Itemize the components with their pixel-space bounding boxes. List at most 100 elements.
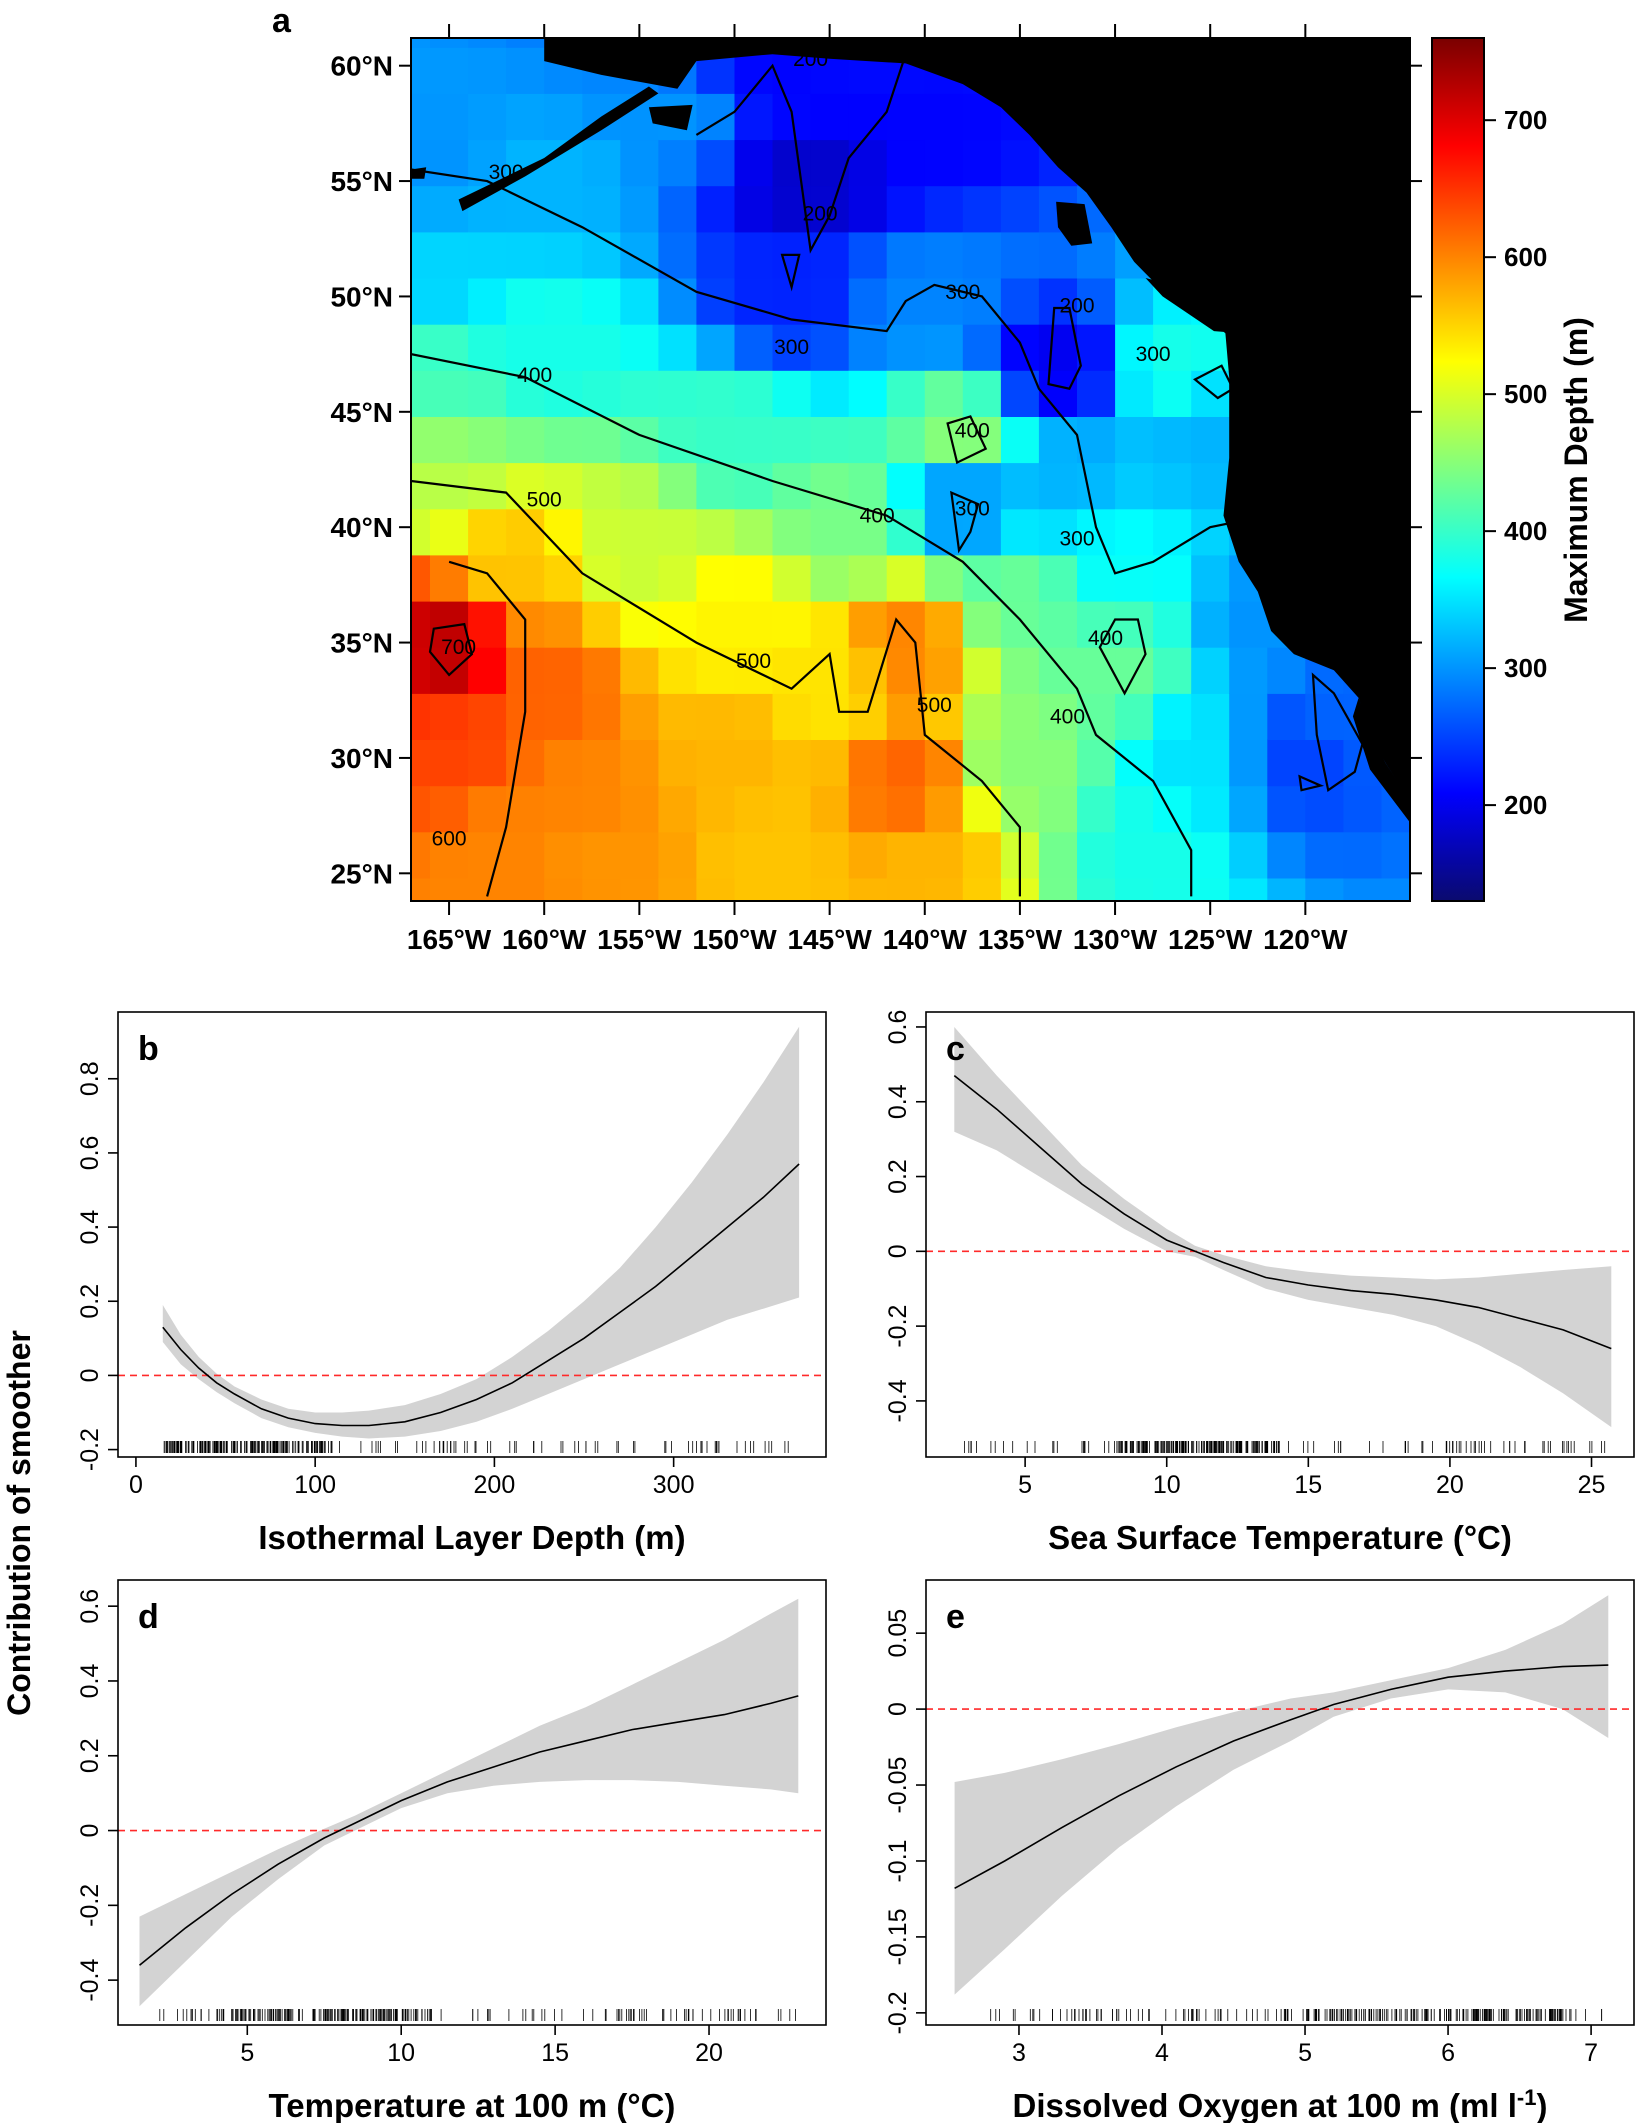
- map-cell: [886, 416, 926, 464]
- map-cell: [886, 93, 926, 141]
- map-cell: [544, 693, 583, 740]
- map-cell: [772, 139, 812, 187]
- map-cell: [582, 831, 621, 879]
- contour-label: 300: [955, 498, 990, 521]
- contour-line-400: [411, 353, 1193, 897]
- contour-closed-loop: [1047, 306, 1082, 390]
- map-cell: [886, 739, 926, 787]
- map-cell: [1305, 739, 1344, 787]
- map-cell: [962, 647, 1002, 694]
- contour-label: 300: [1059, 528, 1094, 551]
- map-cell: [1381, 877, 1410, 901]
- map-cell: [1077, 508, 1116, 556]
- map-cell: [848, 785, 888, 833]
- map-cell: [734, 601, 774, 648]
- map-cell: [544, 462, 583, 510]
- panel-a-map: a 300 300 300 300 300 300 400 400 400 400 400 500 50…: [272, 2, 1594, 955]
- map-cell: [1077, 785, 1116, 833]
- map-cell: [1115, 324, 1154, 371]
- map-cell: [924, 739, 964, 787]
- contour-closed-loop: [950, 490, 980, 554]
- map-cell: [810, 93, 850, 141]
- map-cell: [1153, 324, 1192, 371]
- map-cell: [810, 877, 850, 901]
- map-cell: [1267, 877, 1306, 901]
- map-cell: [696, 739, 736, 787]
- contour-line-600: [448, 560, 527, 897]
- colorbar-title: Maximum Depth (m): [1558, 317, 1594, 623]
- map-cell: [848, 831, 888, 879]
- map-cell: [962, 739, 1002, 787]
- map-cell: [1038, 739, 1078, 787]
- panel-d-temperature-100m: d 5 10 15 20 -0.4 -0.2 0 0.2 0.4 0.6 Temperature at…: [76, 1579, 827, 2123]
- map-cell: [620, 693, 659, 740]
- map-cell: [810, 831, 850, 879]
- map-cell: [468, 877, 507, 901]
- map-y-tick-label: 55°N: [330, 166, 393, 197]
- map-cell: [886, 139, 926, 187]
- map-cell: [544, 93, 583, 141]
- map-cell: [411, 231, 431, 279]
- map-cell: [411, 831, 431, 879]
- contour-label: 400: [955, 419, 990, 442]
- smoother-line: [953, 1074, 1612, 1350]
- map-cell: [582, 601, 621, 648]
- map-cell: [468, 647, 507, 694]
- map-cell: [468, 462, 507, 510]
- map-cell: [810, 693, 850, 740]
- map-cell: [962, 831, 1002, 879]
- map-cell: [1038, 647, 1078, 694]
- map-cell: [1115, 739, 1154, 787]
- map-cell: [468, 278, 507, 325]
- map-cell: [506, 416, 545, 464]
- map-cell: [1038, 554, 1078, 602]
- map-cell: [1153, 647, 1192, 694]
- map-cell: [696, 231, 736, 279]
- map-cell: [1191, 647, 1230, 694]
- map-y-tick-label: 35°N: [330, 628, 393, 659]
- map-cell: [582, 693, 621, 740]
- x-tick-label: 20: [695, 2039, 723, 2067]
- contour-label: 300: [1136, 343, 1171, 366]
- colorbar-tick-label: 300: [1504, 653, 1547, 683]
- map-cell: [468, 370, 507, 417]
- map-cell: [1153, 416, 1192, 464]
- x-tick-label: 0: [129, 1471, 143, 1499]
- colorbar-tick-label: 400: [1504, 516, 1547, 546]
- map-cell: [1191, 877, 1230, 901]
- map-y-tick-label: 50°N: [330, 281, 393, 312]
- map-cell: [1191, 785, 1230, 833]
- map-cell: [772, 554, 812, 602]
- contour-closed-loop: [1193, 364, 1235, 400]
- map-cell: [544, 647, 583, 694]
- map-cell: [848, 647, 888, 694]
- map-cell: [1000, 231, 1040, 279]
- y-tick-label: 0.4: [884, 1084, 912, 1119]
- y-tick-label: -0.2: [884, 1991, 912, 2034]
- map-cell: [696, 139, 736, 187]
- colorbar-ticks: 200 300 400 500 600 700: [1484, 105, 1547, 820]
- map-cell: [1229, 601, 1268, 648]
- map-cell: [848, 508, 888, 556]
- map-cell: [506, 38, 545, 48]
- map-cell: [468, 38, 507, 48]
- map-cell: [962, 139, 1002, 187]
- map-contour-lines: 300 300 300 300 300 300 400 400 400 400 400 500 500 5…: [411, 48, 1364, 897]
- map-cell: [1038, 370, 1078, 417]
- map-cell: [411, 416, 431, 464]
- map-cell: [924, 601, 964, 648]
- map-cell: [1115, 462, 1154, 510]
- map-cell: [658, 877, 698, 901]
- panel-e-dissolved-oxygen-100m: e 3 4 5 6 7 -0.2 -0.15 -0.1 -0.05 0 0.05 Dissolved O…: [884, 1579, 1635, 2123]
- map-cell: [772, 370, 812, 417]
- map-cell: [430, 47, 469, 94]
- map-cell: [810, 785, 850, 833]
- map-cell: [734, 739, 774, 787]
- map-cell: [1343, 785, 1383, 833]
- map-cell: [544, 278, 583, 325]
- x-axis-label: Dissolved Oxygen at 100 m (ml l-1): [1013, 2085, 1548, 2123]
- map-cell: [411, 739, 431, 787]
- map-cell: [1267, 831, 1306, 879]
- map-cell: [1153, 508, 1192, 556]
- x-axis-label: Temperature at 100 m (°C): [269, 2087, 676, 2123]
